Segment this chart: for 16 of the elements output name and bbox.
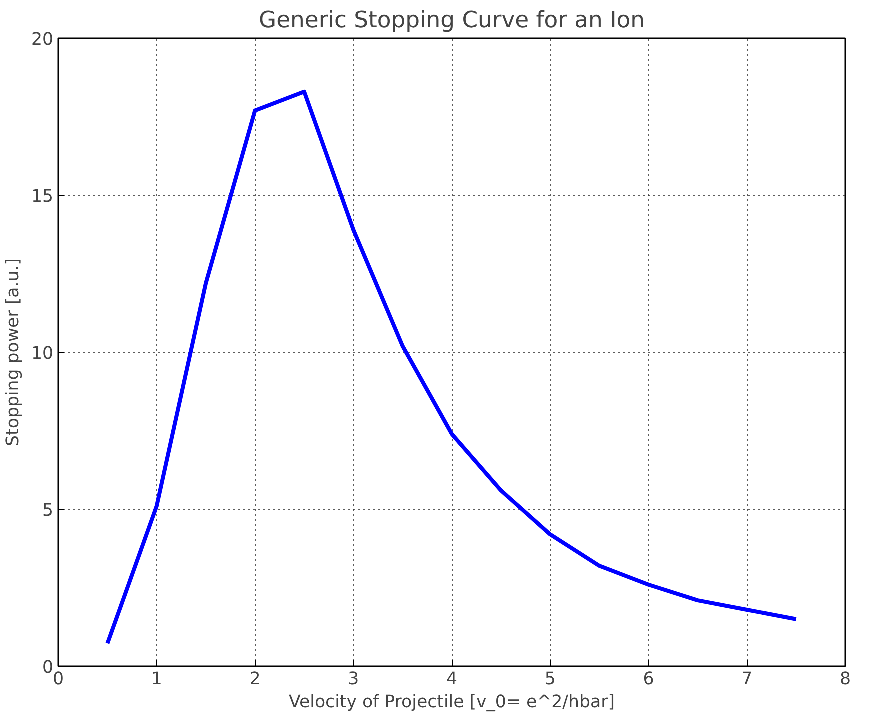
- line-series: [106, 90, 798, 646]
- x-tick-label: 6: [643, 670, 654, 690]
- x-tick-label: 3: [348, 670, 360, 690]
- y-axis-title: Stopping power [a.u.]: [3, 258, 24, 446]
- x-tick-label: 2: [250, 670, 261, 690]
- x-tick-label: 5: [544, 670, 556, 690]
- x-tick-label: 8: [840, 670, 852, 690]
- y-tick-label: 15: [31, 187, 54, 207]
- y-tick-label: 20: [31, 30, 54, 50]
- y-tick-label: 10: [31, 344, 54, 364]
- y-tick-label: 5: [42, 501, 54, 521]
- x-tick-label: 7: [742, 670, 753, 690]
- x-tick-label: 1: [151, 670, 162, 690]
- chart-title: Generic Stopping Curve for an Ion: [259, 8, 645, 34]
- x-axis-title: Velocity of Projectile [v_0= e^2/hbar]: [288, 692, 616, 712]
- x-tick-label: 4: [446, 670, 458, 690]
